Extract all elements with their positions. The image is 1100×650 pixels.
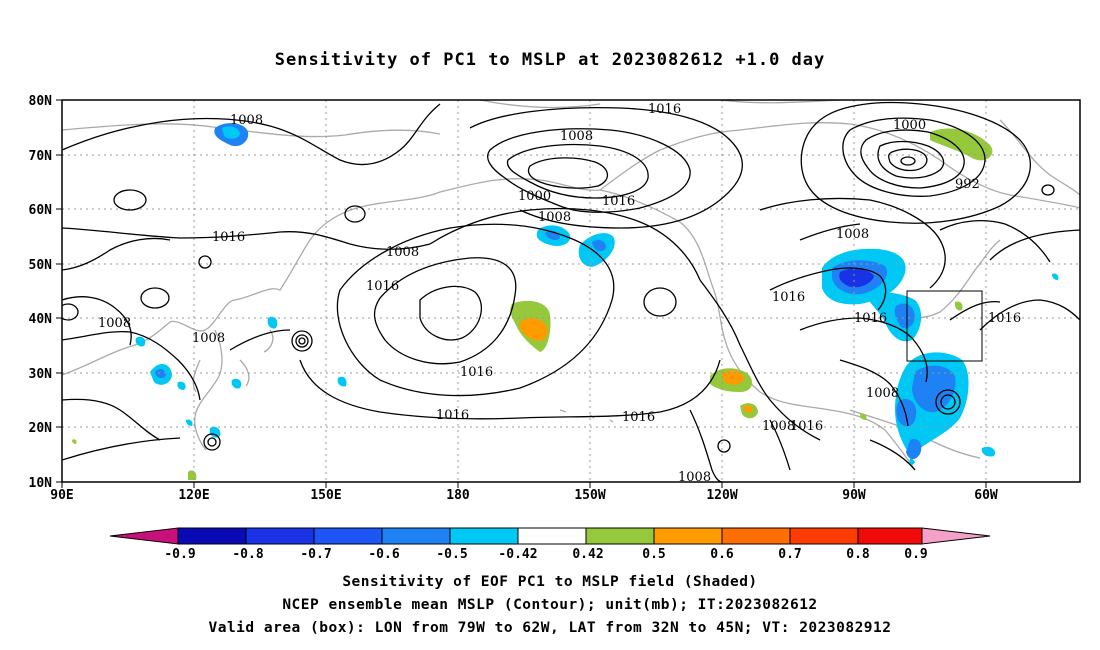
contour-label: 1016	[988, 311, 1021, 326]
contour-label: 1000	[893, 118, 926, 133]
colorbar-swatch	[721, 527, 791, 545]
map-title: Sensitivity of PC1 to MSLP at 2023082612…	[274, 50, 826, 70]
lon-label: 150E	[310, 488, 341, 503]
colorbar-tick: 0.8	[846, 547, 870, 562]
lat-labels: 80N 70N 60N 50N 40N 30N 20N 10N	[29, 94, 53, 491]
lon-label: 150W	[574, 488, 605, 503]
colorbar-swatch	[585, 527, 655, 545]
contour-label: 1016	[212, 230, 245, 245]
colorbar-tick: 0.7	[778, 547, 801, 562]
colorbar-tick: 0.5	[642, 547, 665, 562]
colorbar-swatch	[245, 527, 315, 545]
contour-label: 1008	[386, 245, 419, 260]
contour-label: 1016	[602, 194, 635, 209]
lat-label: 50N	[29, 258, 53, 273]
contour-label: 1016	[436, 408, 469, 423]
caption-line-3: Valid area (box): LON from 79W to 62W, L…	[208, 620, 892, 636]
contour-label: 1016	[366, 279, 399, 294]
colorbar-tick: 0.42	[572, 547, 603, 562]
lat-label: 30N	[29, 367, 53, 382]
colorbar-tick: -0.8	[232, 547, 263, 562]
lat-label: 70N	[29, 149, 53, 164]
contour-label: 1008	[560, 129, 593, 144]
contour-label: 1008	[98, 316, 131, 331]
lon-label: 90E	[50, 488, 73, 503]
lon-label: 90W	[842, 488, 866, 503]
mslp-contours	[62, 101, 1080, 482]
axis-ticks	[56, 99, 987, 488]
contour-label: 1008	[678, 470, 711, 485]
contour-label: 1008	[866, 386, 899, 401]
lon-label: 120W	[706, 488, 737, 503]
colorbar-labels: -0.9 -0.8 -0.7 -0.6 -0.5 -0.42 0.42 0.5 …	[164, 547, 927, 562]
lat-label: 60N	[29, 203, 53, 218]
colorbar-tick: 0.9	[904, 547, 927, 562]
colorbar	[109, 527, 991, 545]
colorbar-tick: -0.9	[164, 547, 195, 562]
contour-label: 1016	[790, 419, 823, 434]
colorbar-right-arrow	[921, 527, 991, 545]
contour-label: 1008	[538, 210, 571, 225]
colorbar-tick: -0.5	[436, 547, 467, 562]
colorbar-tick: -0.7	[300, 547, 331, 562]
valid-area-box	[906, 290, 983, 362]
map-frame	[61, 99, 1081, 483]
contour-label: 1008	[836, 227, 869, 242]
lat-label: 80N	[29, 94, 53, 109]
contour-label: 992	[955, 177, 980, 192]
contour-label: 1016	[460, 365, 493, 380]
contour-label: 1008	[762, 419, 795, 434]
colorbar-tick: 0.6	[710, 547, 734, 562]
colorbar-tick: -0.42	[498, 547, 537, 562]
contour-label: 1016	[772, 290, 805, 305]
colorbar-swatch	[313, 527, 383, 545]
colorbar-swatch	[381, 527, 451, 545]
colorbar-swatch	[449, 527, 519, 545]
contour-label: 1008	[230, 113, 263, 128]
lon-label: 60W	[974, 488, 998, 503]
contour-label: 1016	[622, 410, 655, 425]
sensitivity-shading	[72, 123, 1059, 480]
colorbar-swatch	[653, 527, 723, 545]
lat-label: 40N	[29, 312, 53, 327]
colorbar-swatch	[177, 527, 247, 545]
colorbar-swatch	[517, 527, 587, 545]
caption-line-2: NCEP ensemble mean MSLP (Contour); unit(…	[282, 597, 818, 613]
lat-label: 10N	[29, 476, 53, 491]
lon-label: 120E	[178, 488, 209, 503]
lat-label: 20N	[29, 421, 53, 436]
lon-label: 180	[446, 488, 470, 503]
contour-label: 1008	[192, 331, 225, 346]
caption-line-1: Sensitivity of EOF PC1 to MSLP field (Sh…	[342, 574, 758, 590]
lon-labels: 90E 120E 150E 180 150W 120W 90W 60W	[50, 488, 998, 503]
colorbar-swatch	[857, 527, 923, 545]
contour-label: 1000	[518, 189, 551, 204]
colorbar-tick: -0.6	[368, 547, 399, 562]
contour-labels: 1008 1016 1016 1008 1008 1000 1008 1016 …	[98, 102, 1021, 485]
contour-label: 1016	[854, 311, 887, 326]
colorbar-swatch	[789, 527, 859, 545]
contour-label: 1016	[648, 102, 681, 117]
colorbar-left-arrow	[109, 527, 179, 545]
